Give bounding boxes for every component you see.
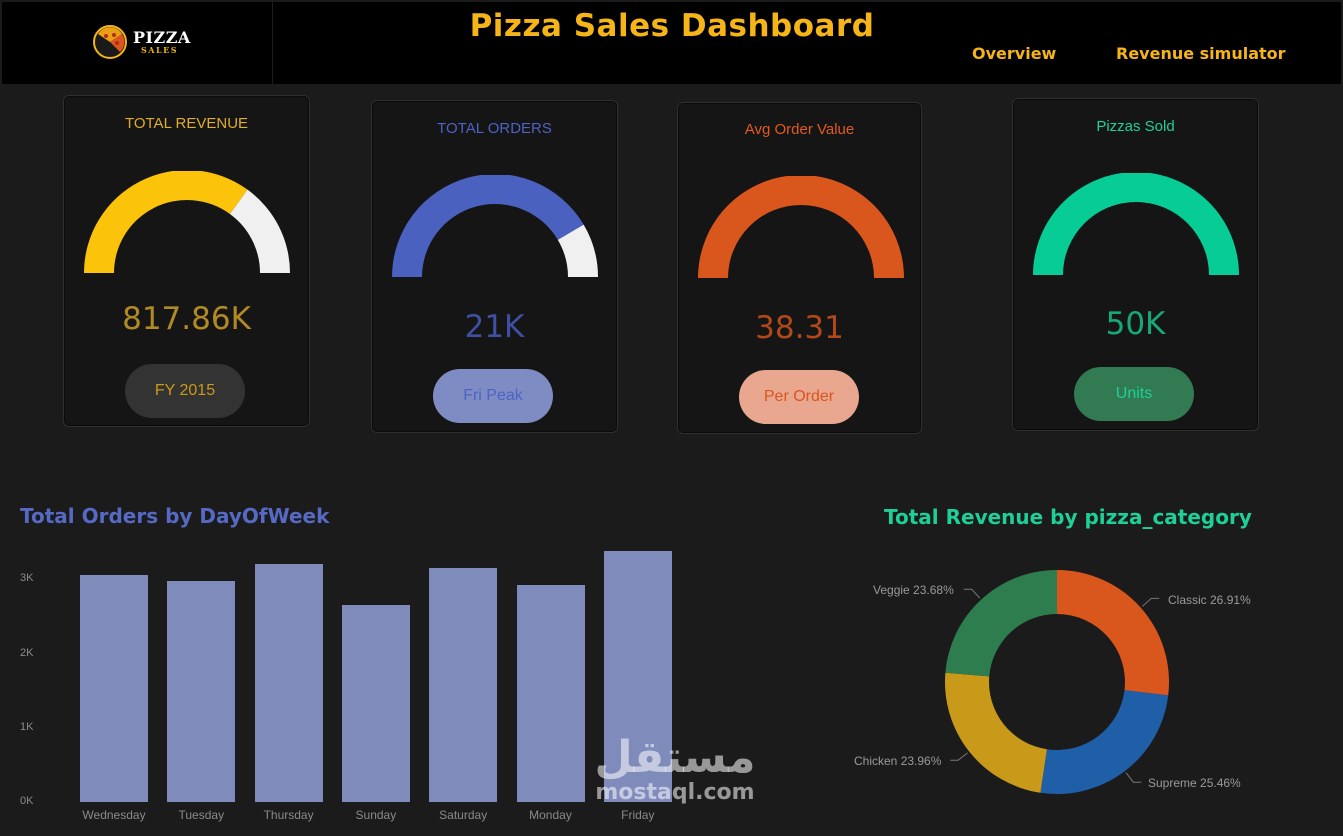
x-tick-label: Wednesday — [82, 808, 146, 822]
x-tick-label: Sunday — [355, 808, 397, 822]
donut-slice-veggie[interactable] — [945, 570, 1057, 677]
logo-area: PIZZA SALES — [2, 2, 273, 84]
bar-wednesday[interactable] — [80, 575, 148, 802]
kpi-card-avg-order-value: Avg Order Value 38.31 Per Order — [677, 102, 922, 434]
kpi-value: 50K — [1105, 306, 1166, 342]
donut-label-classic: Classic 26.91% — [1168, 593, 1251, 607]
kpi-value: 817.86K — [122, 301, 251, 337]
kpi-gauge — [392, 175, 598, 277]
donut-label-supreme: Supreme 25.46% — [1148, 776, 1241, 790]
gauge-fill — [392, 175, 584, 277]
kpi-gauge — [84, 171, 290, 273]
gauge-fill — [698, 176, 904, 278]
kpi-card-pizzas-sold: Pizzas Sold 50K Units — [1012, 98, 1259, 431]
donut-leader-line — [963, 588, 981, 599]
bar-tuesday[interactable] — [167, 581, 236, 802]
y-tick-label: 2K — [20, 647, 34, 659]
x-tick-label: Monday — [529, 808, 572, 822]
kpi-pill: FY 2015 — [125, 364, 245, 418]
gauge-remainder — [557, 224, 598, 277]
bar-thursday[interactable] — [254, 564, 323, 802]
donut-chart-title: Total Revenue by pizza_category — [884, 505, 1252, 529]
y-tick-label: 1K — [20, 721, 34, 733]
logo-subtext: SALES — [141, 45, 178, 55]
x-tick-label: Thursday — [263, 808, 314, 822]
bar-friday[interactable] — [603, 550, 672, 802]
kpi-card-total-orders: TOTAL ORDERS 21K Fri Peak — [371, 100, 618, 433]
kpi-pill: Units — [1074, 367, 1194, 421]
bar-saturday[interactable] — [429, 568, 498, 802]
bar-chart-title: Total Orders by DayOfWeek — [20, 504, 330, 528]
y-tick-label: 0K — [20, 795, 34, 807]
donut-slice-supreme[interactable] — [1040, 690, 1169, 794]
kpi-gauge — [698, 176, 904, 278]
page-title: Pizza Sales Dashboard — [469, 8, 875, 44]
bar-monday[interactable] — [516, 584, 585, 802]
x-tick-label: Tuesday — [178, 808, 225, 822]
x-tick-label: Saturday — [439, 808, 488, 822]
y-tick-label: 3K — [20, 572, 34, 584]
kpi-title: TOTAL ORDERS — [437, 120, 552, 137]
gauge-remainder — [229, 189, 290, 273]
nav-overview[interactable]: Overview — [972, 44, 1057, 63]
kpi-title: Pizzas Sold — [1096, 118, 1175, 135]
kpi-title: Avg Order Value — [744, 121, 855, 138]
donut-slice-chicken[interactable] — [945, 672, 1047, 793]
kpi-card-total-revenue: TOTAL REVENUE 817.86K FY 2015 — [63, 95, 310, 427]
donut-leader-line — [1141, 597, 1160, 607]
logo-text: PIZZA — [133, 28, 191, 47]
bar-sunday[interactable] — [341, 605, 410, 802]
kpi-title: TOTAL REVENUE — [124, 115, 249, 132]
donut-leader-line — [1125, 772, 1142, 783]
header-bar: PIZZA SALES Pizza Sales Dashboard Overvi… — [2, 2, 1341, 84]
kpi-pill: Fri Peak — [433, 369, 553, 423]
donut-chart — [945, 570, 1169, 794]
kpi-gauge — [1033, 173, 1239, 275]
donut-label-veggie: Veggie 23.68% — [873, 583, 954, 597]
nav-revenue-simulator[interactable]: Revenue simulator — [1116, 44, 1286, 63]
kpi-value: 38.31 — [755, 310, 844, 346]
gauge-fill — [1033, 173, 1239, 275]
gauge-fill — [84, 171, 248, 273]
kpi-value: 21K — [464, 309, 525, 345]
donut-leader-line — [950, 752, 968, 761]
x-tick-label: Friday — [621, 808, 655, 822]
donut-slice-classic[interactable] — [1057, 570, 1169, 696]
kpi-pill: Per Order — [739, 370, 859, 424]
donut-label-chicken: Chicken 23.96% — [854, 754, 942, 768]
pizza-icon — [93, 25, 127, 59]
